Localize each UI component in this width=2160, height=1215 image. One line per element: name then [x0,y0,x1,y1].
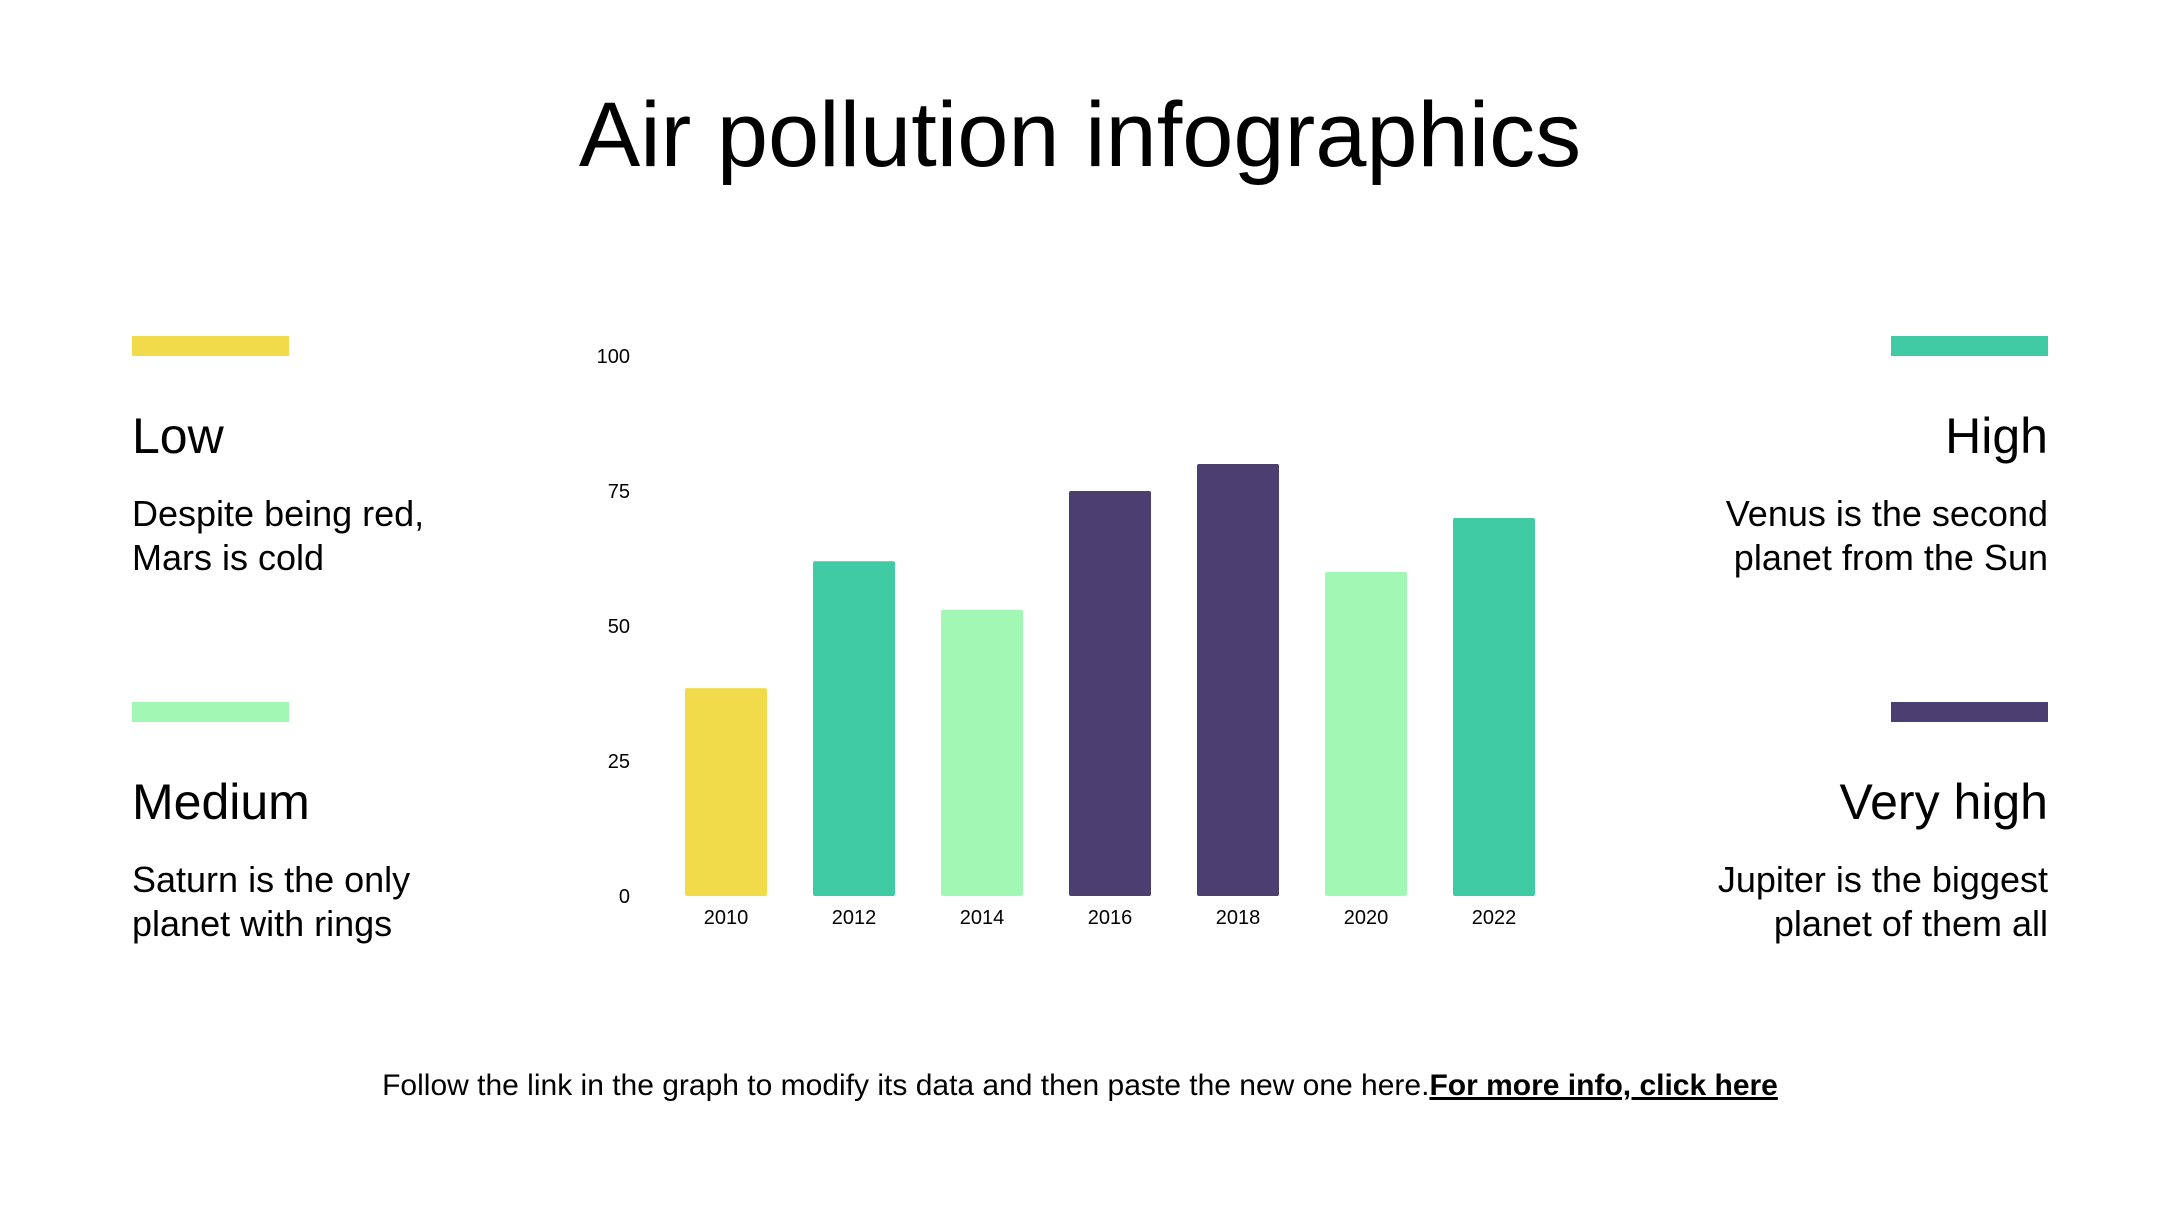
more-info-link[interactable]: For more info, click here [1429,1069,1778,1102]
legend-very-high-label: Very high [1839,774,2048,830]
bar-2016 [1069,491,1151,896]
legend-high-description: Venus is the second planet from the Sun [1608,492,2048,580]
y-tick-label-4: 100 [597,346,630,368]
legend-medium-description-line1: Saturn is the only [132,859,411,900]
legend-medium-label: Medium [132,774,310,830]
y-tick-label-2: 50 [608,616,630,638]
legend-low: Low Despite being red, Mars is cold [132,336,572,580]
legend-high-description-line2: planet from the Sun [1733,537,2048,578]
legend-low-swatch [132,336,289,356]
legend-very-high-description-line2: planet of them all [1773,903,2048,944]
x-tick-label-2010: 2010 [704,907,749,929]
legend-very-high: Very high Jupiter is the biggest planet … [1608,702,2048,946]
legend-very-high-description-line1: Jupiter is the biggest [1717,859,2048,900]
y-tick-label-1: 25 [608,751,630,773]
page-title: Air pollution infographics [578,84,1582,186]
legend-very-high-swatch [1891,702,2048,722]
legend-high-description-line1: Venus is the second [1725,493,2048,534]
legend-high-label: High [1945,408,2048,464]
x-tick-label-2018: 2018 [1216,907,1261,929]
bar-2012 [813,561,895,896]
legend-high: High Venus is the second planet from the… [1608,336,2048,580]
x-tick-label-2022: 2022 [1472,907,1517,929]
bar-chart-svg: 0 25 50 75 100 2010 2012 2014 2016 2018 2020 2022 [597,346,1535,929]
legend-very-high-description: Jupiter is the biggest planet of them al… [1608,858,2048,946]
legend-low-description-line2: Mars is cold [132,537,325,578]
legend-high-swatch [1891,336,2048,356]
bar-2020 [1325,572,1407,896]
x-tick-label-2020: 2020 [1344,907,1389,929]
legend-low-description: Despite being red, Mars is cold [132,492,572,580]
legend-medium-description-line2: planet with rings [132,903,393,944]
legend-medium-description: Saturn is the only planet with rings [132,858,572,946]
footer-text: Follow the link in the graph to modify i… [382,1069,1430,1102]
bar-2014 [941,609,1023,896]
x-tick-label-2014: 2014 [960,907,1005,929]
legend-medium-swatch [132,702,289,722]
legend-low-label: Low [132,408,224,464]
footer: Follow the link in the graph to modify i… [0,1066,2160,1106]
bar-chart: 0 25 50 75 100 2010 2012 2014 2016 2018 2020 2022 [560,320,1560,945]
bar-2022 [1453,518,1535,896]
y-tick-label-3: 75 [608,481,630,503]
bar-2018 [1197,464,1279,896]
x-tick-label-2012: 2012 [832,907,877,929]
x-tick-label-2016: 2016 [1088,907,1133,929]
y-tick-label-0: 0 [619,886,630,908]
legend-medium: Medium Saturn is the only planet with ri… [132,702,572,946]
legend-low-description-line1: Despite being red, [132,493,425,534]
bar-2010 [685,688,767,896]
